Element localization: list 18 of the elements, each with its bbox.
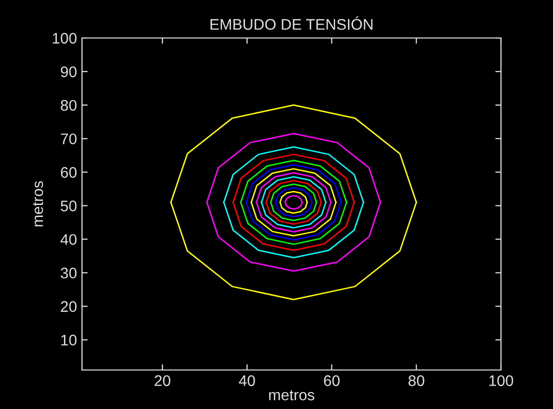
x-tick-label: 80 <box>408 375 424 386</box>
x-axis-title: metros <box>269 390 314 400</box>
y-axis-title: metros <box>33 181 44 226</box>
y-tick-label: 70 <box>60 133 77 144</box>
y-tick-label: 10 <box>61 334 77 346</box>
y-tick-label: 100 <box>52 32 77 44</box>
y-tick-label: 20 <box>60 301 77 312</box>
y-tick-label: 90 <box>60 66 77 78</box>
x-tick-label: 20 <box>154 375 170 386</box>
x-tick-label: 40 <box>238 375 255 386</box>
chart-title: EMBUDO DE TENSIÓN <box>210 16 372 30</box>
y-tick-label: 40 <box>60 234 77 245</box>
x-tick-label: 100 <box>489 375 514 386</box>
y-tick-label: 80 <box>60 100 77 111</box>
x-tick-label: 60 <box>324 375 340 386</box>
y-tick-label: 30 <box>60 268 77 278</box>
y-tick-label: 50 <box>60 200 77 212</box>
y-tick-label: 60 <box>60 167 77 178</box>
